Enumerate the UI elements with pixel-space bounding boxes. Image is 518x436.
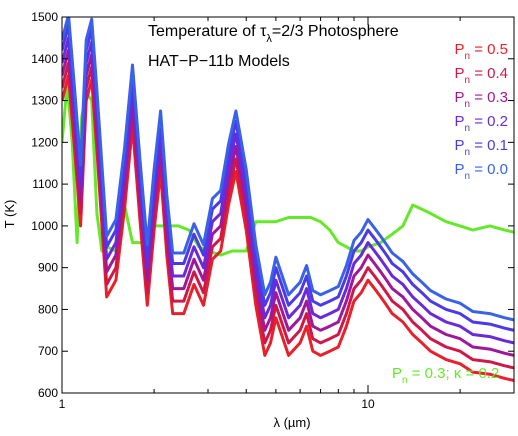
y-tick-label: 900 — [38, 261, 58, 275]
series-line-green — [62, 82, 514, 257]
y-tick-label: 700 — [38, 344, 58, 358]
x-tick-label: 1 — [59, 397, 66, 411]
ticks-layer: 600 700 800 900 1000 1100 1200 1300 1400 1500 1 10 — [31, 10, 515, 411]
series-line-pn-0.2 — [62, 36, 514, 345]
legend-entry-pn-0.3: Pn = 0.3 — [454, 89, 508, 110]
y-tick-label: 1200 — [31, 135, 58, 149]
chart-title-line1: Temperature of τλ=2/3 Photosphere — [148, 23, 399, 45]
y-tick-label: 800 — [38, 302, 58, 316]
legend-entry-pn-0.4: Pn = 0.4 — [454, 65, 508, 86]
series-line-pn-0.5 — [62, 74, 514, 382]
y-tick-label: 1400 — [31, 52, 58, 66]
y-tick-label: 600 — [38, 386, 58, 400]
y-tick-label: 1500 — [31, 10, 58, 24]
x-tick-label: 10 — [361, 397, 375, 411]
series-line-pn-0.0 — [62, 17, 514, 322]
x-axis-label: λ (µm) — [273, 415, 310, 430]
y-tick-label: 1000 — [31, 219, 58, 233]
y-tick-label: 1300 — [31, 94, 58, 108]
y-tick-label: 1100 — [32, 177, 58, 191]
legend: Pn = 0.5 Pn = 0.4 Pn = 0.3 Pn = 0.2 Pn = 0.1… — [454, 41, 508, 182]
plot-frame — [61, 16, 515, 394]
legend-entry-pn-0.0: Pn = 0.0 — [454, 161, 508, 182]
legend-entry-pn-0.2: Pn = 0.2 — [454, 113, 508, 134]
series-line-pn-0.3 — [62, 48, 514, 357]
legend-entry-pn-0.5: Pn = 0.5 — [454, 41, 508, 62]
legend-entry-pn-0.1: Pn = 0.1 — [454, 137, 508, 158]
green-series-label: Pn = 0.3; κ = 0.2 — [392, 365, 499, 386]
chart-title-line2: HAT−P−11b Models — [148, 53, 290, 70]
series-line-pn-0.4 — [62, 61, 514, 370]
y-axis-label: T (K) — [2, 200, 17, 229]
series-layer — [62, 17, 514, 382]
series-line-pn-0.1 — [62, 23, 514, 332]
